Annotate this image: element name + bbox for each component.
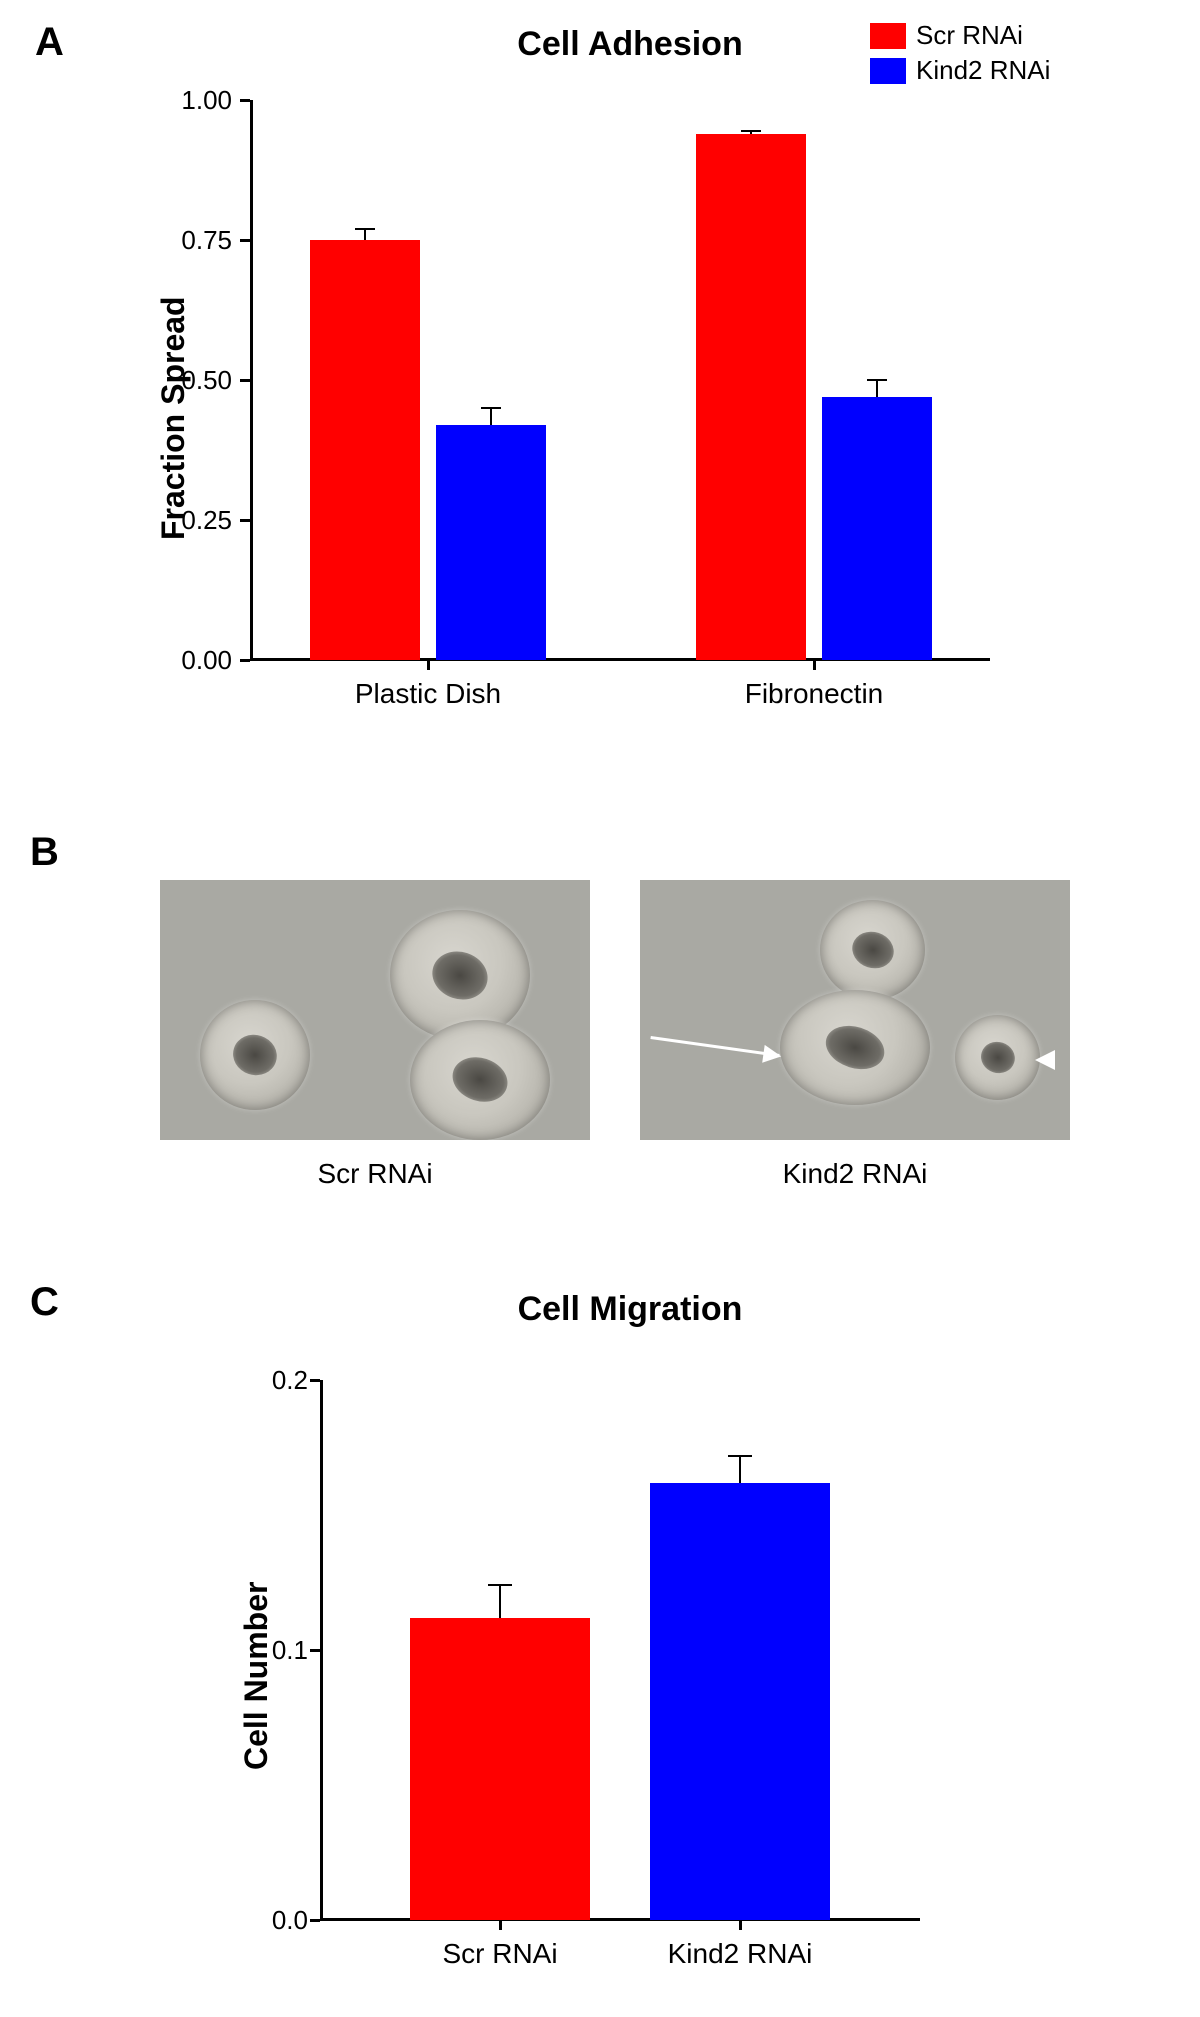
panel-c-label: C bbox=[30, 1280, 59, 1325]
y-tick-label: 0.2 bbox=[258, 1365, 308, 1396]
cell-shape bbox=[390, 910, 530, 1040]
error-bar bbox=[490, 408, 492, 425]
error-cap bbox=[728, 1455, 752, 1457]
y-tick bbox=[240, 379, 250, 382]
y-tick bbox=[310, 1379, 320, 1382]
legend-label: Kind2 RNAi bbox=[916, 55, 1050, 86]
figure: A Cell Adhesion Scr RNAi Kind2 RNAi 0.00… bbox=[0, 0, 1200, 2017]
bar bbox=[822, 397, 932, 660]
y-axis bbox=[320, 1380, 323, 1920]
error-cap bbox=[741, 130, 761, 132]
error-bar bbox=[499, 1585, 501, 1617]
bar bbox=[410, 1618, 590, 1920]
y-tick bbox=[240, 519, 250, 522]
x-tick bbox=[499, 1920, 502, 1930]
arrow-icon bbox=[650, 1036, 779, 1057]
y-tick bbox=[310, 1919, 320, 1922]
cell-shape bbox=[780, 990, 930, 1105]
error-cap bbox=[355, 228, 375, 230]
y-tick-label: 1.00 bbox=[162, 85, 232, 116]
cell-shape bbox=[410, 1020, 550, 1140]
panel-b-label: B bbox=[30, 830, 59, 875]
bar bbox=[436, 425, 546, 660]
panel-c-chart: 0.00.10.2Scr RNAiKind2 RNAi bbox=[320, 1380, 920, 1920]
bar bbox=[696, 134, 806, 660]
panel-c-ylabel: Cell Number bbox=[238, 1582, 275, 1770]
y-tick-label: 0.75 bbox=[162, 225, 232, 256]
legend-item: Kind2 RNAi bbox=[870, 55, 1050, 86]
micrograph-kind2-label: Kind2 RNAi bbox=[640, 1158, 1070, 1190]
error-cap bbox=[867, 379, 887, 381]
x-tick-label: Kind2 RNAi bbox=[630, 1938, 850, 1970]
y-axis bbox=[250, 100, 253, 660]
y-tick bbox=[240, 99, 250, 102]
cell-shape bbox=[200, 1000, 310, 1110]
error-bar bbox=[364, 229, 366, 240]
panel-a-legend: Scr RNAi Kind2 RNAi bbox=[870, 20, 1050, 90]
legend-label: Scr RNAi bbox=[916, 20, 1023, 51]
error-bar bbox=[739, 1456, 741, 1483]
bar bbox=[310, 240, 420, 660]
cell-shape bbox=[955, 1015, 1040, 1100]
legend-swatch bbox=[870, 23, 906, 49]
y-tick bbox=[240, 239, 250, 242]
micrograph-kind2 bbox=[640, 880, 1070, 1140]
x-tick-label: Scr RNAi bbox=[390, 1938, 610, 1970]
y-tick-label: 0.00 bbox=[162, 645, 232, 676]
x-tick-label: Plastic Dish bbox=[318, 678, 538, 710]
y-tick bbox=[240, 659, 250, 662]
error-bar bbox=[876, 380, 878, 397]
x-tick bbox=[813, 660, 816, 670]
error-cap bbox=[488, 1584, 512, 1586]
arrowhead-icon bbox=[1035, 1050, 1055, 1070]
error-cap bbox=[481, 407, 501, 409]
x-tick bbox=[427, 660, 430, 670]
panel-a-label: A bbox=[35, 20, 64, 65]
cell-shape bbox=[820, 900, 925, 1000]
panel-c-title: Cell Migration bbox=[460, 1290, 800, 1329]
micrograph-scr-label: Scr RNAi bbox=[160, 1158, 590, 1190]
x-tick-label: Fibronectin bbox=[704, 678, 924, 710]
x-tick bbox=[739, 1920, 742, 1930]
micrograph-scr bbox=[160, 880, 590, 1140]
legend-item: Scr RNAi bbox=[870, 20, 1050, 51]
panel-a-title: Cell Adhesion bbox=[430, 25, 830, 64]
panel-a-chart: 0.000.250.500.751.00Plastic DishFibronec… bbox=[250, 100, 990, 660]
y-tick bbox=[310, 1649, 320, 1652]
y-tick-label: 0.0 bbox=[258, 1905, 308, 1936]
legend-swatch bbox=[870, 58, 906, 84]
panel-a-ylabel: Fraction Spread bbox=[155, 296, 192, 540]
bar bbox=[650, 1483, 830, 1920]
